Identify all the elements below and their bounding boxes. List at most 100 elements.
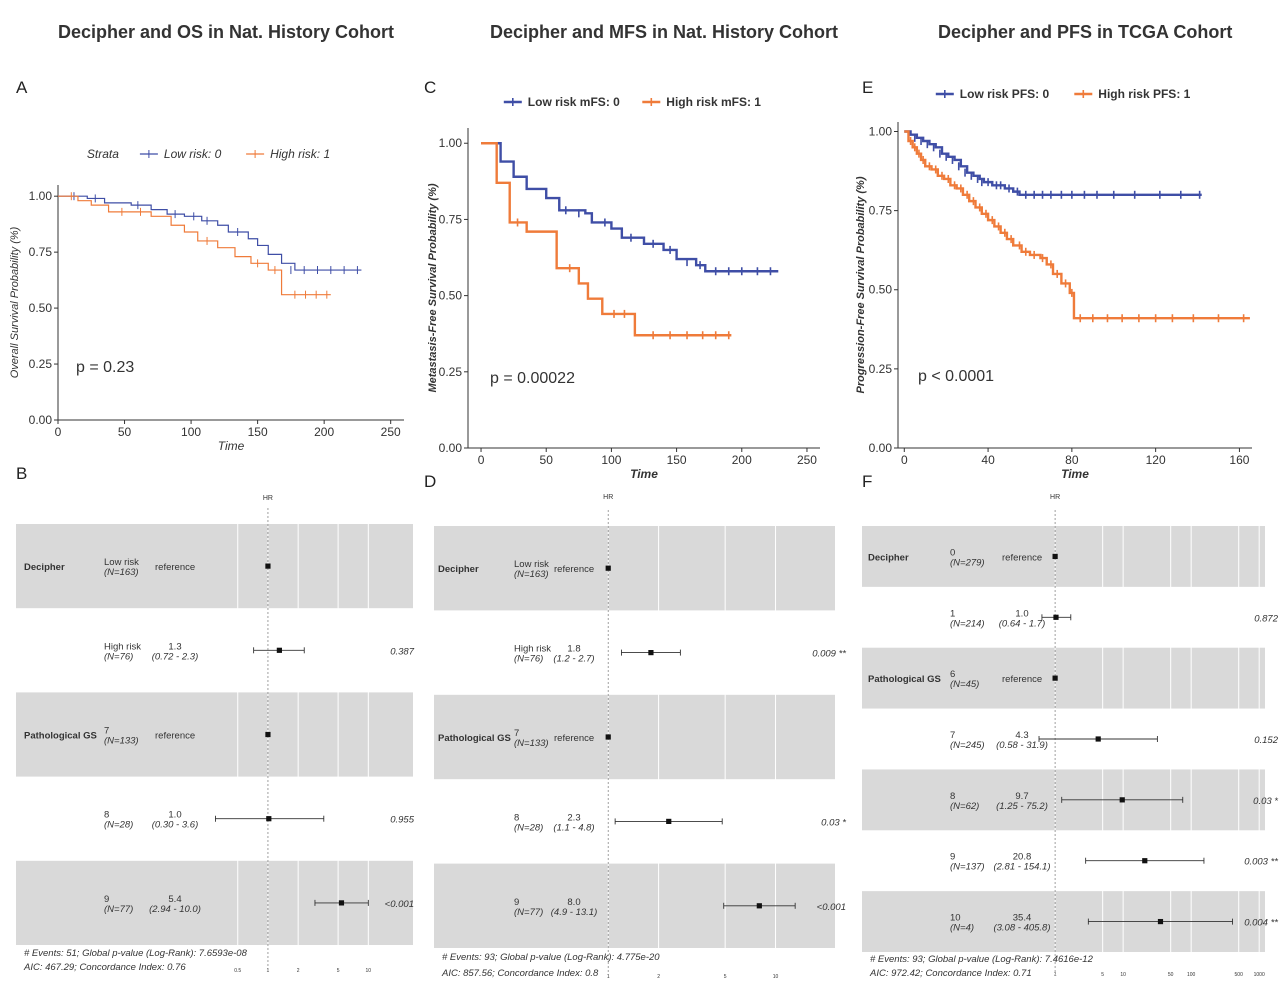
forest-b-variable-label: Decipher — [24, 562, 65, 573]
forest-b-level-label: 7 — [104, 726, 109, 737]
panel-letter-f: F — [862, 472, 873, 491]
km-c-y-tick-label: 1.00 — [439, 136, 463, 150]
forest-d-hr-value: 8.0 — [567, 897, 580, 908]
km-a-x-tick-label: 0 — [55, 425, 62, 439]
km-e-curve-high — [904, 130, 1250, 320]
forest-b-footer-aic: AIC: 467.29; Concordance Index: 0.76 — [23, 962, 186, 973]
km-a-y-tick-label: 1.00 — [29, 189, 53, 203]
km-a-y-axis-title: Overall Survival Probability (%) — [9, 226, 21, 378]
km-e-legend-label: Low risk PFS: 0 — [960, 87, 1050, 101]
forest-f-footer-aic: AIC: 972.42; Concordance Index: 0.71 — [869, 968, 1032, 979]
forest-f-hr-value: 9.7 — [1015, 791, 1028, 802]
forest-b-tick-label: 10 — [366, 968, 372, 974]
forest-d-hr-label: HR — [603, 494, 613, 501]
km-c-y-tick-label: 0.75 — [439, 212, 463, 226]
km-e-x-tick-label: 160 — [1229, 453, 1249, 467]
km-a-curve-high — [58, 195, 331, 296]
forest-f-hr-value: 1.0 — [1015, 608, 1028, 619]
panel-letter-b: B — [16, 464, 28, 483]
forest-f-ci-value: (1.25 - 75.2) — [996, 801, 1048, 812]
forest-d-estimate-marker — [756, 903, 762, 909]
panel-letter-c: C — [424, 78, 437, 97]
forest-f-level-label: 1 — [950, 608, 955, 619]
forest-d-ci-value: (1.1 - 4.8) — [553, 822, 594, 833]
km-e-p-value: p < 0.0001 — [918, 368, 994, 385]
km-e-y-tick-label: 0.25 — [869, 362, 893, 376]
km-a-x-tick-label: 200 — [314, 425, 334, 439]
km-a-x-tick-label: 50 — [118, 425, 132, 439]
forest-d-estimate-marker — [648, 650, 654, 656]
forest-b-n-label: (N=77) — [104, 904, 133, 915]
forest-d-level-label: Low risk — [514, 559, 549, 570]
km-e-y-tick-label: 0.00 — [869, 441, 893, 455]
km-c-legend-label: Low risk mFS: 0 — [528, 95, 620, 109]
forest-d-hr-value: reference — [554, 564, 594, 575]
km-c-y-tick-label: 0.00 — [439, 441, 463, 455]
km-c-x-axis-title: Time — [630, 467, 658, 481]
forest-f-n-label: (N=4) — [950, 923, 974, 934]
forest-f-n-label: (N=279) — [950, 557, 985, 568]
forest-b-n-label: (N=133) — [104, 736, 139, 747]
km-c-y-tick-label: 0.25 — [439, 365, 463, 379]
forest-b-row-band — [16, 524, 413, 609]
forest-f-footer-events: # Events: 93; Global p-value (Log-Rank):… — [870, 954, 1094, 965]
forest-d-n-label: (N=133) — [514, 738, 549, 749]
forest-d-variable-label: Pathological GS — [438, 733, 511, 744]
forest-f-estimate-marker — [1053, 614, 1059, 620]
km-a-x-tick-label: 150 — [248, 425, 268, 439]
forest-b-footer-events: # Events: 51; Global p-value (Log-Rank):… — [24, 948, 248, 959]
km-c-x-tick-label: 200 — [732, 453, 752, 467]
forest-f-hr-value: 35.4 — [1013, 913, 1032, 924]
km-a-y-tick-label: 0.25 — [29, 357, 53, 371]
forest-d-level-label: High risk — [514, 644, 551, 655]
forest-b-ci-value: (2.94 - 10.0) — [149, 904, 201, 915]
forest-b-p-value: 0.955 — [390, 815, 414, 826]
forest-d-p-value: 0.03 * — [821, 817, 846, 828]
forest-b-n-label: (N=76) — [104, 651, 133, 662]
km-a-legend-title: Strata — [87, 147, 119, 161]
km-e-x-axis-title: Time — [1061, 467, 1089, 481]
forest-f-estimate-marker — [1119, 797, 1125, 803]
forest-f-tick-label: 100 — [1187, 972, 1196, 978]
forest-f-tick-label: 5 — [1101, 972, 1104, 978]
column-title-pfs: Decipher and PFS in TCGA Cohort — [938, 22, 1233, 42]
forest-f-tick-label: 500 — [1235, 972, 1244, 978]
forest-d-level-label: 9 — [514, 897, 519, 908]
km-a-y-tick-label: 0.50 — [29, 301, 53, 315]
forest-b-p-value: <0.001 — [385, 899, 414, 910]
forest-f-estimate-marker — [1052, 553, 1058, 560]
forest-f-ci-value: (0.58 - 31.9) — [996, 740, 1048, 751]
forest-f-estimate-marker — [1052, 675, 1058, 681]
forest-d-hr-value: 1.8 — [567, 644, 580, 655]
forest-b-hr-value: 1.3 — [168, 641, 181, 652]
forest-b-estimate-marker — [338, 900, 345, 906]
km-c-y-tick-label: 0.50 — [439, 289, 463, 303]
column-title-os: Decipher and OS in Nat. History Cohort — [58, 22, 395, 42]
forest-d-tick-label: 2 — [657, 974, 660, 980]
forest-b-estimate-marker — [265, 731, 271, 738]
panel-letter-d: D — [424, 472, 437, 491]
forest-d-ci-value: (4.9 - 13.1) — [551, 907, 597, 918]
forest-f-estimate-marker — [1095, 736, 1101, 742]
km-a-x-tick-label: 100 — [181, 425, 201, 439]
forest-f-level-label: 0 — [950, 547, 955, 558]
km-a-x-tick-label: 250 — [381, 425, 401, 439]
forest-f-level-label: 10 — [950, 913, 961, 924]
forest-b-tick-label: 1 — [267, 968, 270, 974]
forest-f-p-value: 0.03 * — [1253, 796, 1278, 807]
forest-b-p-value: 0.387 — [390, 646, 414, 657]
km-a-y-tick-label: 0.00 — [29, 413, 53, 427]
forest-b-hr-label: HR — [263, 495, 273, 502]
forest-b-estimate-marker — [276, 647, 282, 653]
km-e-curve-low — [904, 130, 1202, 196]
forest-f-hr-label: HR — [1050, 494, 1060, 501]
forest-f-variable-label: Pathological GS — [868, 674, 941, 685]
forest-d-ci-value: (1.2 - 2.7) — [553, 654, 594, 665]
km-c-x-tick-label: 0 — [478, 453, 485, 467]
km-a-legend-label: High risk: 1 — [270, 147, 330, 161]
km-c-x-tick-label: 150 — [667, 453, 687, 467]
forest-b-level-label: 9 — [104, 894, 109, 905]
forest-f-p-value: 0.872 — [1254, 613, 1278, 624]
km-e-x-tick-label: 0 — [901, 453, 908, 467]
